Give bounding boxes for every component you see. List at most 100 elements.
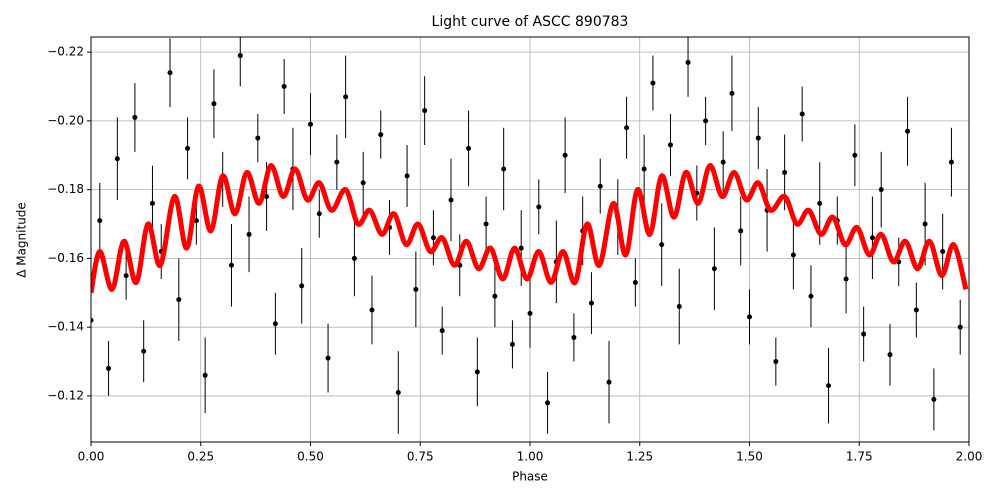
data-point (413, 286, 419, 292)
data-point (176, 297, 182, 303)
data-point (141, 348, 147, 354)
y-tick-label: −0.18 (47, 182, 84, 196)
chart-title: Light curve of ASCC 890783 (432, 14, 629, 30)
model-line (91, 163, 969, 294)
data-point (272, 321, 278, 327)
y-tick-label: −0.12 (47, 388, 84, 402)
y-tick-label: −0.16 (47, 251, 84, 265)
x-tick-label: 0.25 (187, 450, 214, 464)
data-point (641, 166, 647, 172)
data-point (316, 211, 322, 217)
y-tick-label: −0.20 (47, 113, 84, 127)
data-point (905, 128, 911, 134)
data-point (255, 135, 261, 141)
data-point (755, 135, 761, 141)
y-axis-label: Δ Magnitude (15, 202, 29, 278)
data-point (650, 80, 656, 86)
data-point (562, 152, 568, 158)
data-point (588, 300, 594, 306)
data-point (264, 194, 270, 200)
data-point (571, 334, 577, 340)
data-point (861, 331, 867, 337)
data-point (747, 314, 752, 320)
data-point (869, 235, 875, 241)
data-point (185, 145, 191, 151)
data-point (492, 293, 498, 299)
data-point (940, 249, 946, 255)
data-point (957, 324, 963, 330)
data-point (422, 108, 428, 114)
x-tick-label: 0.00 (78, 450, 105, 464)
data-point (474, 369, 480, 375)
data-point (852, 152, 858, 158)
data-point (246, 231, 252, 237)
data-point (729, 90, 735, 96)
data-point (667, 142, 673, 148)
data-point (527, 310, 533, 316)
data-point (149, 200, 155, 206)
data-point (404, 173, 410, 179)
data-point (922, 221, 928, 227)
data-point (632, 279, 638, 285)
data-point (228, 262, 234, 268)
data-point (659, 242, 665, 248)
data-point (466, 145, 472, 151)
data-point (545, 400, 551, 406)
x-tick-label: 1.50 (736, 450, 763, 464)
data-point (685, 59, 691, 65)
data-point (483, 221, 489, 227)
data-point (281, 84, 287, 90)
data-point (211, 101, 217, 107)
data-point (817, 200, 823, 206)
data-point (931, 396, 937, 402)
x-tick-label: 1.00 (517, 450, 544, 464)
data-point (308, 121, 313, 127)
data-point (948, 159, 954, 165)
ticks: 0.00 0.25 0.50 0.75 1.00 1.25 1.50 1.75 2.00 −0.1… (47, 45, 982, 464)
data-point (430, 235, 436, 241)
data-point (782, 169, 788, 175)
data-point (676, 304, 682, 310)
data-point (606, 379, 612, 385)
data-point (536, 204, 542, 210)
data-point (132, 114, 138, 120)
data-point (395, 389, 401, 395)
data-point (237, 53, 243, 59)
grid (90, 37, 970, 442)
data-point (738, 228, 744, 234)
data-point (624, 125, 630, 131)
data-point (448, 197, 454, 203)
data-point (167, 70, 173, 76)
data-point (299, 283, 305, 289)
data-point (106, 365, 112, 371)
data-point (720, 159, 726, 165)
data-point (369, 307, 375, 313)
data-point (123, 273, 129, 279)
data-point (360, 180, 366, 186)
x-tick-label: 1.75 (846, 450, 873, 464)
x-tick-label: 1.25 (626, 450, 653, 464)
data-point (597, 183, 603, 189)
x-tick-label: 2.00 (956, 450, 983, 464)
data-point (790, 252, 796, 258)
data-point (334, 159, 340, 165)
data-point (97, 218, 103, 224)
x-tick-label: 0.75 (407, 450, 434, 464)
data-point (711, 266, 717, 272)
data-point (343, 94, 349, 100)
data-point (773, 359, 779, 365)
data-point (703, 118, 709, 124)
data-point (91, 317, 94, 323)
data-point (878, 187, 884, 193)
plot-area (91, 37, 969, 434)
x-axis-label: Phase (512, 470, 548, 484)
data-point (193, 218, 199, 224)
data-point (843, 276, 849, 282)
data-point (518, 245, 524, 251)
data-point (799, 111, 805, 117)
data-point (351, 255, 357, 261)
data-point (325, 355, 331, 361)
data-point (913, 307, 919, 313)
